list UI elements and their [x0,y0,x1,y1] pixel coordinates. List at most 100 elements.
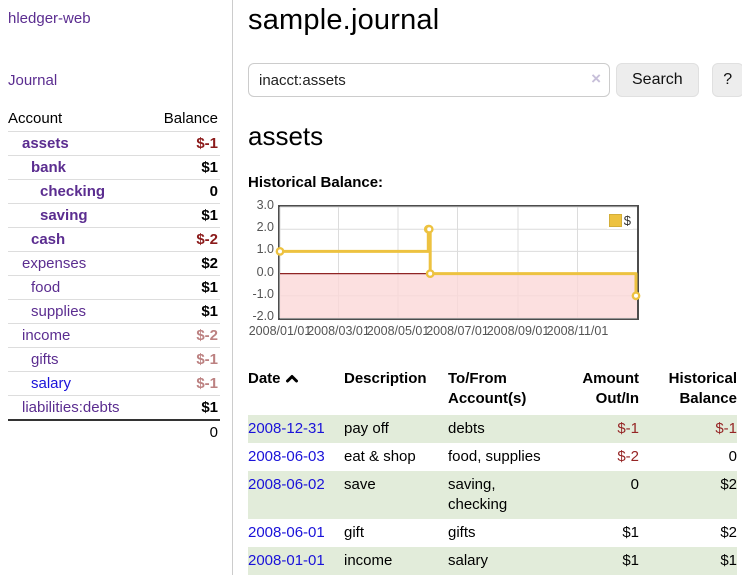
account-link[interactable]: saving [40,207,88,224]
transaction-date-link[interactable]: 2008-06-01 [248,524,325,541]
transaction-accounts: saving, checking [448,476,508,513]
chart-canvas [275,206,641,319]
account-row: salary $-1 [8,371,220,396]
y-axis-tick-label: -1.0 [252,286,274,301]
transaction-balance: 0 [728,448,737,465]
search-input[interactable] [248,63,610,97]
transaction-date-link[interactable]: 2008-01-01 [248,552,325,569]
transaction-date-cell: 2008-01-01 [248,547,344,575]
brand-link-wrap: hledger-web [8,10,232,28]
account-balance: 0 [149,179,220,204]
account-link[interactable]: salary [31,375,72,392]
transaction-accounts: food, supplies [448,448,541,465]
account-row: checking 0 [8,179,220,204]
transaction-description: pay off [344,420,389,437]
transaction-amount: $-2 [617,448,639,465]
account-link[interactable]: bank [31,159,67,176]
account-row: bank $1 [8,155,220,180]
account-link[interactable]: income [22,327,71,344]
account-row: gifts $-1 [8,347,220,372]
account-row: liabilities:debts $1 [8,396,220,421]
account-balance: $-1 [149,371,220,396]
legend-swatch-icon [608,214,622,227]
account-link[interactable]: cash [31,231,66,248]
transaction-date-cell: 2008-12-31 [248,415,344,443]
chart-plot-area: $ [275,205,641,320]
account-balance: $1 [201,399,218,416]
transaction-accounts: salary [448,552,489,569]
transaction-description: eat & shop [344,448,416,465]
transaction-date-link[interactable]: 2008-06-02 [248,476,325,493]
account-balance: $-2 [149,323,220,348]
chevron-up-icon [285,370,299,390]
transaction-row[interactable]: 2008-06-01 gift gifts $1 $2 [248,519,737,547]
transaction-amount: $-1 [617,420,639,437]
transactions-header-accounts: To/From Account(s) [448,370,527,407]
accounts-total-value: 0 [8,419,220,444]
search-form: × Search ? [248,63,742,97]
clear-search-icon[interactable]: × [591,69,601,88]
chart-legend: $ [606,212,633,229]
account-balance: $1 [149,275,220,300]
transaction-balance: $2 [720,476,737,493]
account-link[interactable]: liabilities:debts [22,399,120,416]
accounts-header-account: Account [8,106,150,132]
main-content: sample.journal × Search ? assets Histori… [233,0,742,575]
account-row: saving $1 [8,203,220,228]
transaction-description: income [344,552,393,569]
account-balance: $1 [149,155,220,180]
account-row: food $1 [8,275,220,300]
account-link[interactable]: assets [22,135,69,152]
sidebar-item-journal[interactable]: Journal [8,72,58,89]
account-balance: $-1 [149,347,220,372]
transaction-balance: $2 [720,524,737,541]
account-link[interactable]: gifts [31,351,59,368]
transaction-balance: $-1 [715,420,737,437]
transaction-date-cell: 2008-06-02 [248,471,344,519]
y-axis-tick-label: 2.0 [256,220,274,235]
transaction-row[interactable]: 2008-06-02 save saving, checking 0 $2 [248,471,737,519]
account-row: supplies $1 [8,299,220,324]
accounts-header-balance: Balance [149,106,220,132]
accounts-table: Account Balance assets $-1 bank $1 checking 0… [8,106,220,444]
legend-label: $ [623,213,631,228]
transaction-date-link[interactable]: 2008-06-03 [248,448,325,465]
y-axis-tick-label: -2.0 [252,309,274,323]
x-axis-tick-label: 2008/07/01 [426,324,489,338]
transaction-row[interactable]: 2008-01-01 income salary $1 $1 [248,547,737,575]
y-axis-tick-label: 1.0 [256,242,274,257]
transaction-row[interactable]: 2008-06-03 eat & shop food, supplies $-2 0 [248,443,737,471]
account-balance: $-1 [149,131,220,156]
x-axis-tick-label: 2008/09/01 [486,324,550,338]
account-balance: $1 [149,203,220,228]
register-account-title: assets [248,121,324,151]
account-link[interactable]: supplies [31,303,87,320]
transactions-header-date[interactable]: Date [248,367,344,415]
account-row: income $-2 [8,323,220,348]
transactions-header-description: Description [344,370,427,387]
account-link[interactable]: checking [40,183,106,200]
page-title: sample.journal [248,4,440,36]
account-balance: $1 [149,299,220,324]
search-button[interactable]: Search [616,63,699,97]
journal-nav: Journal [8,72,232,90]
sidebar: hledger-web Journal Account Balance asse… [0,0,233,575]
transaction-date-link[interactable]: 2008-12-31 [248,420,325,437]
x-axis-tick-label: 2008/05/01 [366,324,430,338]
transaction-amount: 0 [630,476,639,493]
help-button[interactable]: ? [711,63,742,97]
transaction-row[interactable]: 2008-12-31 pay off debts $-1 $-1 [248,415,737,443]
transaction-balance: $1 [720,552,737,569]
transaction-accounts: gifts [448,524,476,541]
transaction-description: save [344,476,376,493]
account-link[interactable]: food [31,279,61,296]
transactions-header-amount: Amount Out/In [582,370,639,407]
transaction-amount: $1 [622,524,639,541]
account-row: expenses $2 [8,251,220,276]
brand-link[interactable]: hledger-web [8,10,91,27]
account-link[interactable]: expenses [22,255,87,272]
transactions-header-balance: Historical Balance [668,370,737,407]
transactions-header-row: Date Description To/From Account(s) Amou… [248,367,737,415]
chart-title: Historical Balance: [248,174,384,191]
